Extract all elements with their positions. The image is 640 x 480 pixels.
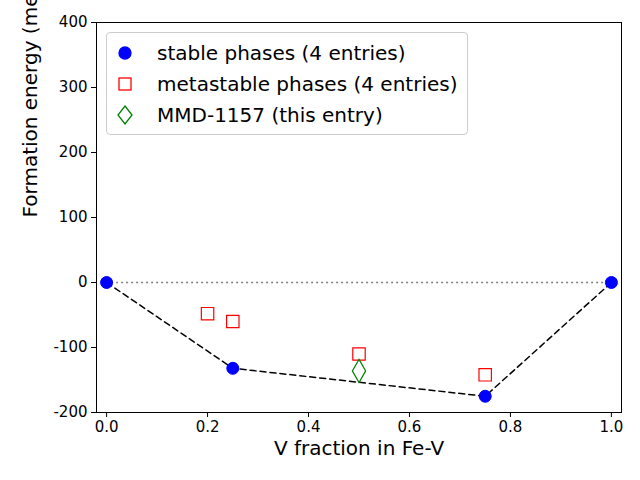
svg-text:0: 0 [78, 273, 88, 291]
svg-text:200: 200 [59, 143, 88, 161]
html-text:MMD-1157 (this entry): MMD-1157 (this entry) [157, 102, 383, 127]
svg-text:0.4: 0.4 [297, 418, 321, 436]
svg-text:300: 300 [59, 78, 88, 96]
html-text:metastable phases (4 entries): metastable phases (4 entries) [157, 71, 458, 96]
html-text:stable phases (4 entries): stable phases (4 entries) [157, 40, 406, 65]
svg-text:100: 100 [59, 208, 88, 226]
svg-text:0.8: 0.8 [499, 418, 523, 436]
svg-text:1.0: 1.0 [599, 418, 623, 436]
svg-text:Formation energy (meV/atom): Formation energy (meV/atom) [18, 0, 42, 218]
svg-text:0.6: 0.6 [398, 418, 422, 436]
svg-text:-200: -200 [53, 403, 87, 421]
svg-text:400: 400 [59, 13, 88, 31]
svg-text:0.0: 0.0 [95, 418, 119, 436]
svg-text:-100: -100 [53, 338, 87, 356]
svg-text:V fraction in Fe-V: V fraction in Fe-V [274, 436, 445, 460]
svg-text:0.2: 0.2 [196, 418, 220, 436]
